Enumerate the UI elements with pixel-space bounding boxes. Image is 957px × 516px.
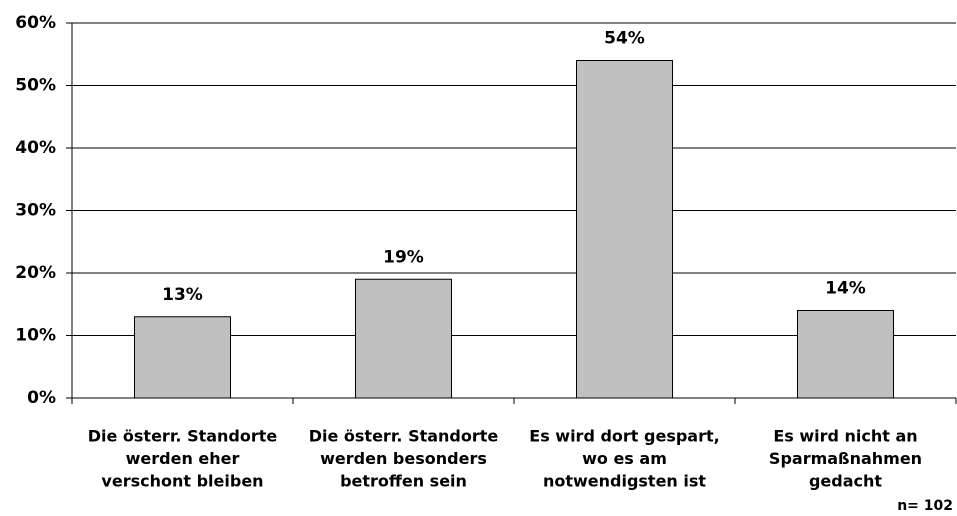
bar xyxy=(576,60,673,399)
y-tick-label: 0% xyxy=(27,388,56,408)
value-label: 14% xyxy=(825,279,866,299)
x-tick-label: betroffen sein xyxy=(340,472,467,491)
x-tick-label: wo es am xyxy=(582,449,667,468)
value-label: 54% xyxy=(604,29,645,49)
x-tick-label: verschont bleiben xyxy=(101,472,263,491)
sample-note: n= 102 xyxy=(897,498,953,514)
y-tick-label: 30% xyxy=(15,201,56,221)
bar xyxy=(355,278,452,399)
x-tick-label: Es wird dort gespart, xyxy=(529,427,719,446)
y-tick-label: 20% xyxy=(15,263,56,283)
y-tick-label: 50% xyxy=(15,76,56,96)
x-tick-label: Die österr. Standorte xyxy=(309,427,499,446)
y-tick-label: 10% xyxy=(15,326,56,346)
value-label: 19% xyxy=(383,247,424,267)
y-tick-label: 40% xyxy=(15,138,56,158)
x-tick-label: notwendigsten ist xyxy=(543,472,706,491)
x-tick-label: Sparmaßnahmen xyxy=(769,449,922,468)
x-tick-label: werden eher xyxy=(126,449,240,468)
x-tick-label: gedacht xyxy=(809,472,882,491)
x-tick-label: Es wird nicht an xyxy=(773,427,917,446)
x-tick-label: werden besonders xyxy=(320,449,487,468)
x-tick-label: Die österr. Standorte xyxy=(88,427,278,446)
y-tick-label: 60% xyxy=(15,13,56,33)
bar xyxy=(797,310,894,399)
bar xyxy=(134,316,231,399)
value-label: 13% xyxy=(162,285,203,305)
